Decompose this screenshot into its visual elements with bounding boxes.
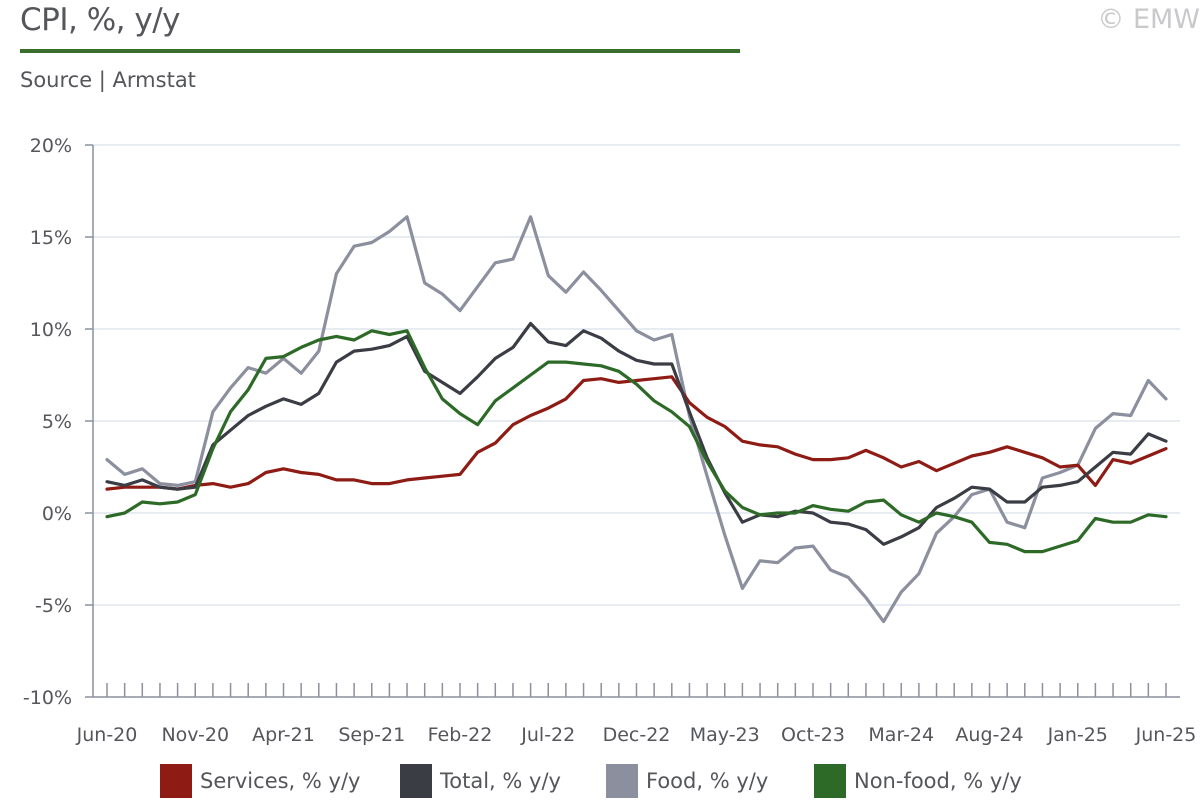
legend-item-nonfood: Non-food, % y/y <box>814 762 1022 800</box>
legend-label: Total, % y/y <box>440 769 561 793</box>
legend-swatch <box>814 764 846 798</box>
copyright-watermark: © EMW <box>1097 4 1200 35</box>
legend: Services, % y/y Total, % y/y Food, % y/y No… <box>0 762 1200 800</box>
series-line-services <box>105 375 1168 491</box>
chart-title: CPI, %, y/y <box>20 2 181 38</box>
legend-item-total: Total, % y/y <box>400 762 561 800</box>
y-tick-label: 20% <box>30 135 72 157</box>
x-tick-label: Jul-22 <box>520 724 575 746</box>
x-tick-label: Sep-21 <box>338 724 405 746</box>
x-tick-label: Feb-22 <box>428 724 493 746</box>
line-chart: -10% -5% 0% 5% 10% 15% 20% Jun-20 Nov-20 Apr-21 S… <box>23 135 1197 746</box>
axes <box>85 144 1180 698</box>
y-tick-label: 5% <box>42 411 72 433</box>
legend-swatch <box>400 764 432 798</box>
y-tick-labels: -10% -5% 0% 5% 10% 15% 20% <box>23 135 72 709</box>
x-tick-label: May-23 <box>690 724 760 746</box>
legend-item-services: Services, % y/y <box>160 762 360 800</box>
legend-swatch <box>606 764 638 798</box>
x-tick-label: Oct-23 <box>781 724 845 746</box>
y-tick-label: 15% <box>30 227 72 249</box>
legend-label: Non-food, % y/y <box>854 769 1022 793</box>
x-tick-label: Nov-20 <box>161 724 229 746</box>
series-line-total <box>105 321 1168 546</box>
x-tick-label: Mar-24 <box>868 724 934 746</box>
x-tick-labels: Jun-20 Nov-20 Apr-21 Sep-21 Feb-22 Jul-22 Dec-… <box>76 724 1197 746</box>
x-tick-label: Jun-20 <box>76 724 138 746</box>
x-tick-label: Aug-24 <box>955 724 1023 746</box>
x-tick-label: Jan-25 <box>1047 724 1108 746</box>
y-tick-label: -5% <box>35 595 72 617</box>
y-tick-label: 0% <box>42 503 72 525</box>
legend-label: Food, % y/y <box>646 769 769 793</box>
x-tick-label: Jun-25 <box>1135 724 1197 746</box>
x-tick-label: Apr-21 <box>252 724 315 746</box>
x-tick-label: Dec-22 <box>603 724 671 746</box>
series-lines <box>105 215 1168 624</box>
series-line-food <box>105 215 1168 624</box>
legend-item-food: Food, % y/y <box>606 762 768 800</box>
legend-label: Services, % y/y <box>200 769 361 793</box>
title-underline <box>20 49 740 53</box>
y-tick-label: -10% <box>23 687 72 709</box>
y-tick-label: 10% <box>30 319 72 341</box>
legend-swatch <box>160 764 192 798</box>
chart-source: Source | Armstat <box>20 68 196 92</box>
series-line-nonfood <box>105 329 1168 554</box>
